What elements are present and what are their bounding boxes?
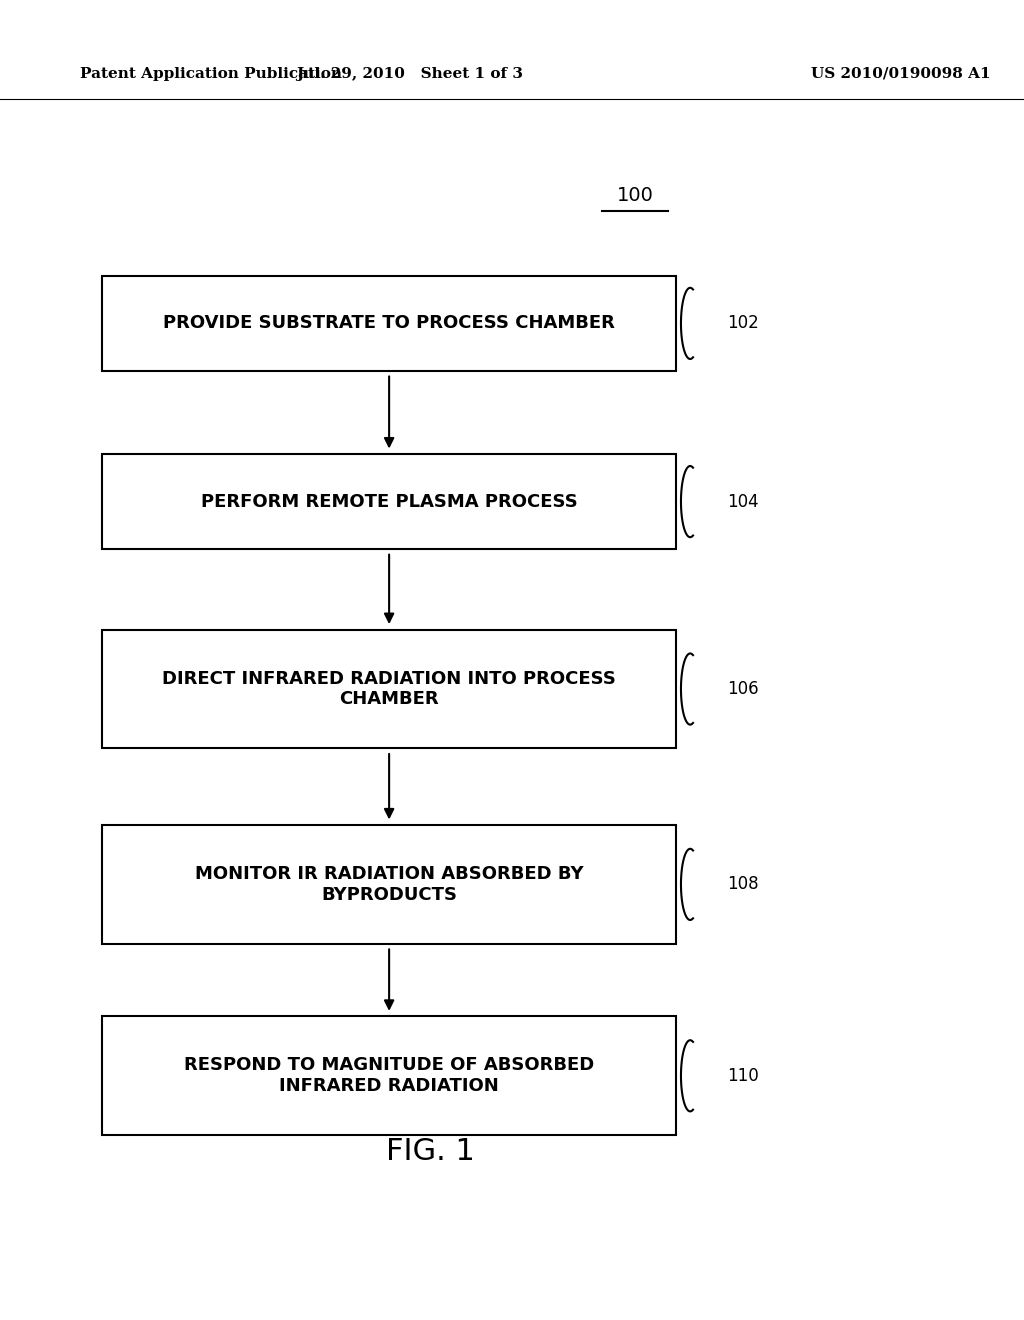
Text: 104: 104 [727, 492, 759, 511]
Text: US 2010/0190098 A1: US 2010/0190098 A1 [811, 67, 991, 81]
Text: 108: 108 [727, 875, 759, 894]
Text: 106: 106 [727, 680, 759, 698]
FancyBboxPatch shape [102, 454, 676, 549]
Text: Patent Application Publication: Patent Application Publication [80, 67, 342, 81]
Text: FIG. 1: FIG. 1 [386, 1137, 474, 1166]
Text: 100: 100 [616, 186, 653, 205]
FancyBboxPatch shape [102, 1016, 676, 1135]
Text: DIRECT INFRARED RADIATION INTO PROCESS
CHAMBER: DIRECT INFRARED RADIATION INTO PROCESS C… [162, 669, 616, 709]
Text: MONITOR IR RADIATION ABSORBED BY
BYPRODUCTS: MONITOR IR RADIATION ABSORBED BY BYPRODU… [195, 865, 584, 904]
Text: Jul. 29, 2010   Sheet 1 of 3: Jul. 29, 2010 Sheet 1 of 3 [296, 67, 523, 81]
Text: 110: 110 [727, 1067, 759, 1085]
FancyBboxPatch shape [102, 825, 676, 944]
FancyBboxPatch shape [102, 276, 676, 371]
Text: PERFORM REMOTE PLASMA PROCESS: PERFORM REMOTE PLASMA PROCESS [201, 492, 578, 511]
FancyBboxPatch shape [102, 630, 676, 748]
Text: RESPOND TO MAGNITUDE OF ABSORBED
INFRARED RADIATION: RESPOND TO MAGNITUDE OF ABSORBED INFRARE… [184, 1056, 594, 1096]
Text: PROVIDE SUBSTRATE TO PROCESS CHAMBER: PROVIDE SUBSTRATE TO PROCESS CHAMBER [163, 314, 615, 333]
Text: 102: 102 [727, 314, 759, 333]
